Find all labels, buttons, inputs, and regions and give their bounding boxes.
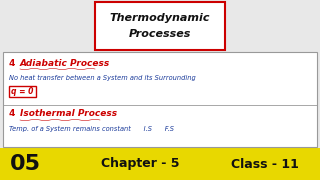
- Text: No heat transfer between a System and its Surrounding: No heat transfer between a System and it…: [9, 75, 196, 81]
- Bar: [3, 52, 317, 147]
- Text: 05: 05: [10, 154, 41, 174]
- Text: 4: 4: [9, 58, 15, 68]
- Text: 4: 4: [9, 109, 15, 118]
- Text: Processes: Processes: [129, 29, 191, 39]
- Bar: [0, 148, 320, 180]
- Text: Class - 11: Class - 11: [231, 158, 299, 170]
- Text: Isothermal Process: Isothermal Process: [20, 109, 117, 118]
- Text: Temp. of a System remains constant      I.S      F.S: Temp. of a System remains constant I.S F…: [9, 126, 174, 132]
- Text: q = 0: q = 0: [11, 87, 33, 96]
- Bar: [95, 2, 225, 50]
- Text: Adiabatic Process: Adiabatic Process: [20, 58, 110, 68]
- Text: Thermodynamic: Thermodynamic: [110, 13, 210, 23]
- Bar: [9, 86, 36, 97]
- Text: Chapter - 5: Chapter - 5: [101, 158, 179, 170]
